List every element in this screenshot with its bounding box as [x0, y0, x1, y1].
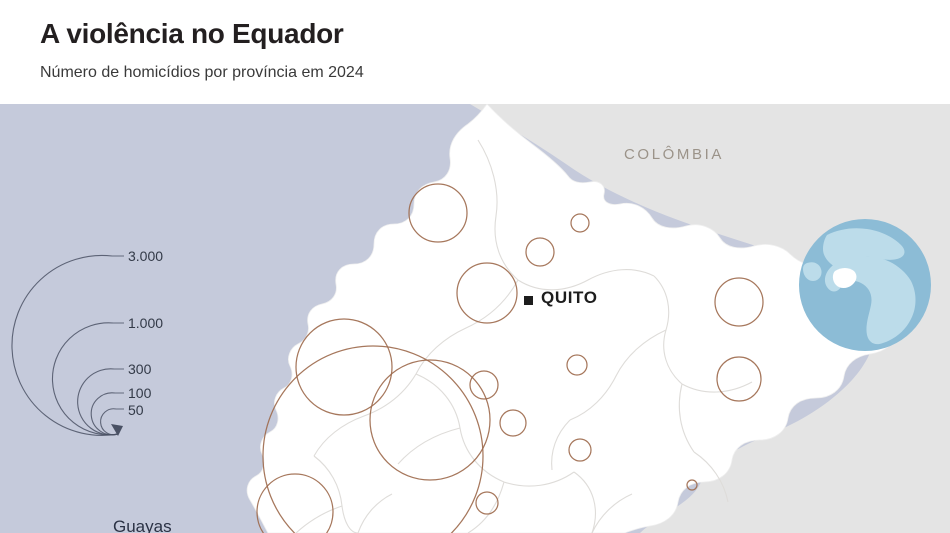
bubble-morona	[686, 479, 698, 491]
bubble-azuay	[568, 438, 592, 462]
capital-label-quito: QUITO	[541, 288, 598, 307]
bubble-santo-domingo	[295, 318, 393, 416]
bubble-carchi	[570, 213, 590, 233]
bubble-imbabura	[525, 237, 555, 267]
capital-marker-icon	[524, 296, 533, 305]
bubble-sucumbios	[714, 277, 764, 327]
bubble-esmeraldas	[408, 183, 468, 243]
province-borders	[295, 139, 753, 533]
bubble-loja	[475, 491, 499, 515]
bubble-el-oro	[256, 473, 334, 533]
legend-arrow-head	[111, 424, 123, 436]
legend-arc-100	[90, 392, 119, 436]
bubble-los-rios	[369, 359, 491, 481]
neighbor-landmass	[470, 104, 950, 533]
page-subtitle: Número de homicídios por província em 20…	[40, 64, 364, 81]
legend: 3.000 1.000 300 100 50	[0, 208, 230, 468]
bubble-tungurahua	[499, 409, 527, 437]
legend-arc-300	[77, 368, 119, 436]
bubble-guayas	[262, 345, 484, 533]
legend-arcs	[11, 254, 124, 436]
header: A violência no Equador Número de homicíd…	[0, 0, 950, 104]
ecuador-landmass	[246, 104, 899, 533]
legend-label-1000: 1.000	[128, 315, 164, 331]
globe-inset	[799, 219, 931, 351]
bubble-napo	[566, 354, 588, 376]
legend-label-3000: 3.000	[128, 248, 164, 264]
bubble-orellana	[716, 356, 762, 402]
bubble-layer	[256, 183, 764, 533]
map-canvas: 3.000 1.000 300 100 50	[0, 104, 950, 533]
page-title: A violência no Equador	[40, 18, 344, 49]
legend-arc-1000	[51, 322, 119, 436]
map-svg	[0, 104, 950, 533]
legend-label-100: 100	[128, 385, 152, 401]
province-label-guayas: Guayas	[113, 517, 172, 533]
globe-ecuador-highlight	[832, 268, 857, 288]
country-label-colombia: COLÔMBIA	[624, 146, 724, 163]
legend-label-300: 300	[128, 361, 152, 377]
bubble-pichincha	[456, 262, 518, 324]
legend-arc-50	[100, 408, 119, 436]
legend-arc-3000	[11, 254, 119, 436]
legend-label-50: 50	[128, 402, 144, 418]
bubble-manabi	[469, 370, 499, 400]
